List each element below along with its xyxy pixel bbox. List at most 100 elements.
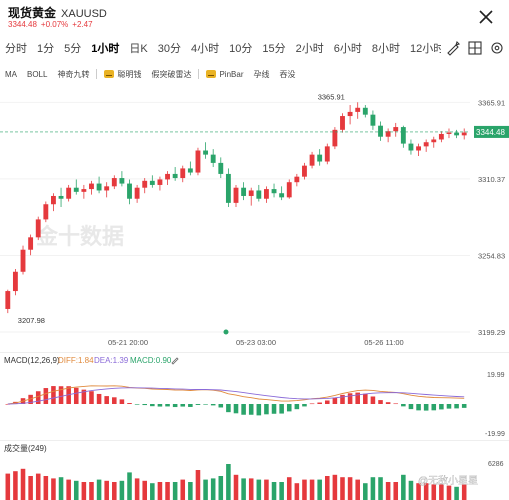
macd-bar	[96, 393, 102, 404]
volume-bar	[210, 478, 216, 500]
candle-body	[73, 187, 79, 192]
time-tick-label: 05-21 20:00	[108, 338, 148, 347]
macd-bar	[416, 404, 421, 411]
indicator-boll[interactable]: BOLL	[27, 69, 48, 79]
macd-bar	[195, 404, 201, 405]
tab-timeframe[interactable]: 12小时	[409, 43, 445, 55]
macd-settings-icon[interactable]	[171, 357, 179, 365]
indicator-strip: MA BOLL 神奇九转 聪明钱 假突破雷达 PinBar 孕线 吞没	[0, 66, 509, 82]
volume-bar	[340, 477, 345, 500]
candle-body	[347, 111, 353, 117]
tab-timeframe[interactable]: 30分	[157, 43, 181, 55]
macd-bar	[150, 404, 155, 407]
macd-bar	[210, 404, 216, 406]
candle-body	[461, 132, 467, 136]
macd-bar	[112, 397, 117, 404]
indicator-harami[interactable]: 孕线	[253, 69, 270, 79]
candle-body	[81, 189, 87, 192]
tab-timeframe[interactable]: 15分	[262, 43, 286, 55]
candle-body	[355, 107, 361, 112]
volume-bar	[317, 479, 322, 500]
candle-body	[180, 168, 186, 179]
candle-body	[66, 187, 72, 199]
price-chart[interactable]: 金十数据 3344.48 3365.91 3207.98 3365.91 3310…	[0, 84, 509, 352]
indicator-engulfing[interactable]: 吞没	[279, 69, 296, 79]
grid-layout-icon[interactable]	[467, 40, 483, 56]
volume-bar	[96, 479, 102, 500]
indicator-smart-money[interactable]: 聪明钱	[99, 69, 146, 80]
volume-bar	[172, 482, 178, 500]
volume-bar	[5, 473, 11, 500]
candle-body	[416, 146, 421, 151]
macd-bar	[370, 396, 376, 404]
volume-bar	[279, 482, 284, 500]
indicator-fake-breakout[interactable]: 假突破雷达	[151, 69, 192, 79]
macd-histogram	[5, 386, 467, 416]
volume-bar	[370, 477, 376, 500]
candle-body	[438, 133, 444, 140]
volume-bar	[461, 484, 467, 500]
candle-body	[370, 114, 376, 126]
tab-timeframe[interactable]: 2小时	[295, 43, 324, 55]
tab-timeframe[interactable]: 5分	[64, 43, 82, 55]
tab-timeframe[interactable]: 4小时	[190, 43, 220, 55]
tab-timeframe[interactable]: 分时	[5, 43, 27, 55]
settings-icon[interactable]	[489, 40, 505, 56]
volume-bar	[302, 479, 307, 500]
draw-tool-icon[interactable]	[445, 40, 461, 56]
candle-body	[51, 195, 56, 205]
tab-timeframe[interactable]: 1分	[37, 43, 55, 55]
volume-bar	[355, 479, 360, 500]
candle-body	[241, 187, 247, 196]
macd-bar	[256, 404, 262, 416]
indicator-label: 聪明钱	[117, 69, 142, 79]
macd-bar	[461, 404, 467, 408]
macd-panel: MACD(12,26,9) DIFF:1.84 DEA:1.39 MACD:0.…	[0, 352, 509, 438]
candle-body	[12, 271, 18, 292]
indicator-pinbar[interactable]: PinBar	[201, 70, 248, 79]
price-row: 3344.48 +0.07% +2.47	[8, 20, 93, 29]
candle-body	[286, 182, 292, 198]
candle-body	[317, 154, 323, 162]
volume-bar	[248, 478, 254, 500]
candle-body	[431, 139, 437, 143]
candle-body	[119, 178, 125, 184]
tab-timeframe[interactable]: 6小时	[333, 43, 362, 55]
volume-bar	[142, 480, 148, 500]
event-marker[interactable]	[223, 329, 229, 335]
macd-bar	[332, 397, 338, 404]
volume-bar	[150, 483, 155, 500]
candle-body	[378, 125, 383, 137]
macd-bar	[446, 404, 452, 409]
volume-bar	[180, 479, 186, 500]
candle-body	[263, 189, 269, 199]
indicator-td9[interactable]: 神奇九转	[57, 69, 90, 79]
candle-body	[203, 150, 209, 155]
indicator-ma[interactable]: MA	[5, 69, 17, 79]
volume-bar	[134, 478, 140, 500]
tab-timeframe[interactable]: 1小时	[91, 43, 120, 55]
tab-timeframe[interactable]: 日K	[129, 43, 148, 55]
time-tick-label: 05-23 03:00	[236, 338, 276, 347]
candle-body	[309, 154, 315, 166]
volume-bar	[157, 482, 163, 500]
tab-timeframe[interactable]: 8小时	[371, 43, 400, 55]
candle-body	[400, 127, 406, 144]
change-absolute: +2.47	[72, 20, 93, 29]
macd-label: MACD(12,26,9)	[4, 356, 60, 365]
tab-timeframe[interactable]: 10分	[229, 43, 253, 55]
macd-bar	[142, 404, 148, 406]
close-icon[interactable]	[477, 8, 495, 26]
candle-body	[423, 142, 429, 147]
macd-bar	[119, 399, 125, 404]
candle-body	[89, 183, 94, 190]
volume-bar	[416, 483, 421, 500]
author-watermark: @无敌小星星	[418, 474, 478, 487]
volume-bar	[73, 480, 79, 500]
candle-body	[324, 146, 330, 162]
candle-body	[340, 116, 345, 130]
candle-body	[149, 180, 155, 185]
macd-bar	[309, 403, 315, 405]
macd-bar	[378, 400, 383, 404]
current-price-label: 3344.48	[476, 128, 505, 137]
